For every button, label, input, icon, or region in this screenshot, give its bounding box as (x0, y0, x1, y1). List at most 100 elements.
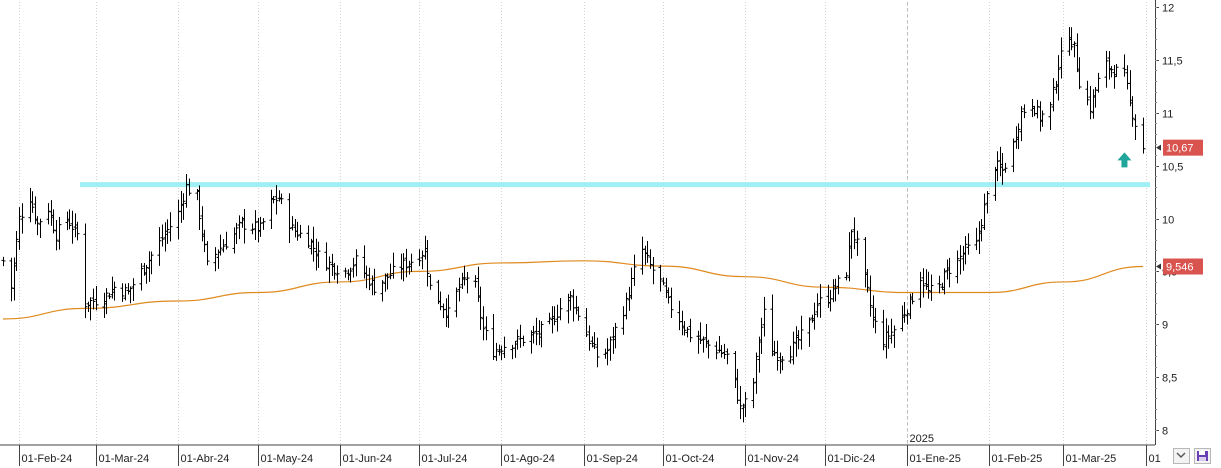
ohlc-bar-89 (332, 262, 337, 280)
ohlc-bar-297 (1107, 51, 1112, 80)
ohlc-bar-241 (900, 305, 905, 332)
ohlc-bar-12 (49, 200, 54, 226)
moving-average-price-label-text: 9,546 (1166, 262, 1194, 274)
ohlc-bar-239 (889, 318, 894, 344)
ohlc-bar-71 (269, 189, 274, 230)
ohlc-bar-265 (985, 191, 990, 214)
ohlc-bar-162 (605, 338, 610, 366)
ohlc-bar-56 (213, 247, 218, 272)
ohlc-bar-277 (1032, 105, 1037, 117)
ohlc-bar-150 (558, 298, 563, 321)
ohlc-bar-243 (905, 309, 910, 325)
ohlc-bar-235 (873, 307, 878, 334)
ohlc-bar-170 (632, 254, 637, 286)
signal-arrow-layer (1117, 152, 1132, 168)
ohlc-bar-13 (51, 209, 56, 234)
ohlc-bar-275 (1022, 104, 1027, 119)
ohlc-bar-59 (221, 239, 226, 253)
ohlc-bar-47 (179, 191, 184, 223)
ohlc-bar-247 (921, 268, 926, 298)
ohlc-bar-90 (335, 265, 340, 284)
ohlc-bar-119 (444, 298, 449, 328)
ohlc-bar-219 (815, 293, 820, 318)
save-chart-button[interactable] (1194, 448, 1211, 464)
ohlc-bar-204 (759, 317, 764, 354)
x-tick-label: 01-Mar-25 (1066, 453, 1117, 465)
ohlc-bar-75 (279, 193, 284, 205)
ohlc-bar-87 (327, 256, 332, 283)
ohlc-bar-252 (940, 282, 945, 291)
moving-average-price-label: 9,546 (1156, 258, 1203, 275)
moving-average-layer (2, 260, 1144, 320)
ohlc-bar-55 (205, 241, 210, 266)
x-tick-label: 01 (1149, 453, 1161, 465)
ohlc-bar-181 (677, 300, 682, 331)
ohlc-bar-303 (1128, 70, 1133, 107)
ohlc-bar-23 (88, 297, 93, 321)
ohlc-bar-46 (176, 199, 181, 240)
ohlc-bar-5 (20, 203, 25, 234)
ohlc-bar-18 (70, 210, 75, 244)
ohlc-bar-146 (547, 312, 552, 325)
ohlc-bar-305 (1133, 114, 1138, 140)
ohlc-bar-106 (399, 253, 404, 280)
ohlc-bar-236 (881, 309, 886, 351)
ohlc-bar-153 (571, 289, 576, 322)
ohlc-bar-190 (706, 339, 711, 359)
ohlc-bar-228 (849, 229, 854, 259)
ohlc-bar-263 (979, 218, 984, 242)
ohlc-bar-107 (401, 253, 406, 282)
ohlc-bar-17 (67, 209, 72, 230)
ohlc-bar-151 (566, 293, 571, 324)
moving-average-line (2, 260, 1144, 320)
ohlc-bar-1 (9, 257, 14, 302)
ohlc-bar-259 (963, 236, 968, 265)
ohlc-bar-60 (224, 231, 229, 250)
ohlc-bar-110 (409, 253, 414, 272)
ohlc-bar-232 (865, 268, 870, 293)
ohlc-bar-206 (770, 294, 775, 357)
last-price-label-text: 10,67 (1166, 143, 1194, 155)
ohlc-bar-34 (128, 286, 133, 304)
ohlc-bar-81 (306, 225, 311, 249)
ohlc-bar-290 (1077, 57, 1082, 90)
ohlc-bar-39 (147, 251, 152, 282)
ohlc-bar-0 (1, 256, 6, 267)
scroll-left-button[interactable] (1173, 448, 1190, 464)
ohlc-bar-127 (476, 266, 481, 302)
ohlc-bar-38 (144, 264, 149, 284)
ohlc-bar-77 (290, 216, 295, 231)
ohlc-bar-104 (388, 263, 393, 280)
ohlc-bar-199 (741, 403, 746, 423)
ohlc-bar-267 (995, 151, 1000, 182)
ohlc-bar-100 (372, 268, 377, 296)
ohlc-bar-269 (1000, 152, 1005, 185)
ohlc-bar-205 (762, 296, 767, 337)
ohlc-bar-188 (701, 336, 706, 353)
ohlc-bar-144 (537, 320, 542, 346)
ohlc-bar-273 (1016, 123, 1021, 150)
x-tick-label: 01-Feb-25 (992, 453, 1043, 465)
ohlc-bar-251 (937, 275, 942, 294)
ohlc-bar-159 (592, 332, 597, 350)
ohlc-bar-10 (38, 218, 43, 239)
ohlc-bar-261 (974, 227, 979, 251)
ohlc-bar-254 (945, 259, 950, 280)
ohlc-bar-169 (629, 267, 634, 300)
ohlc-bar-298 (1109, 66, 1114, 78)
ohlc-bar-224 (833, 278, 838, 302)
ohlc-bar-262 (977, 221, 982, 255)
ohlc-bar-229 (852, 217, 857, 250)
ohlc-bar-222 (828, 289, 833, 312)
ohlc-bar-231 (863, 236, 868, 288)
ohlc-bar-249 (926, 271, 931, 299)
ohlc-bar-300 (1114, 63, 1119, 78)
ohlc-bar-180 (669, 287, 674, 319)
ohlc-bars (1, 26, 1146, 423)
ohlc-bar-289 (1075, 33, 1080, 73)
ohlc-bar-143 (534, 317, 539, 346)
x-tick-label: 01-Oct-24 (666, 453, 715, 465)
ohlc-bar-122 (457, 277, 462, 302)
ohlc-bar-237 (884, 318, 889, 359)
